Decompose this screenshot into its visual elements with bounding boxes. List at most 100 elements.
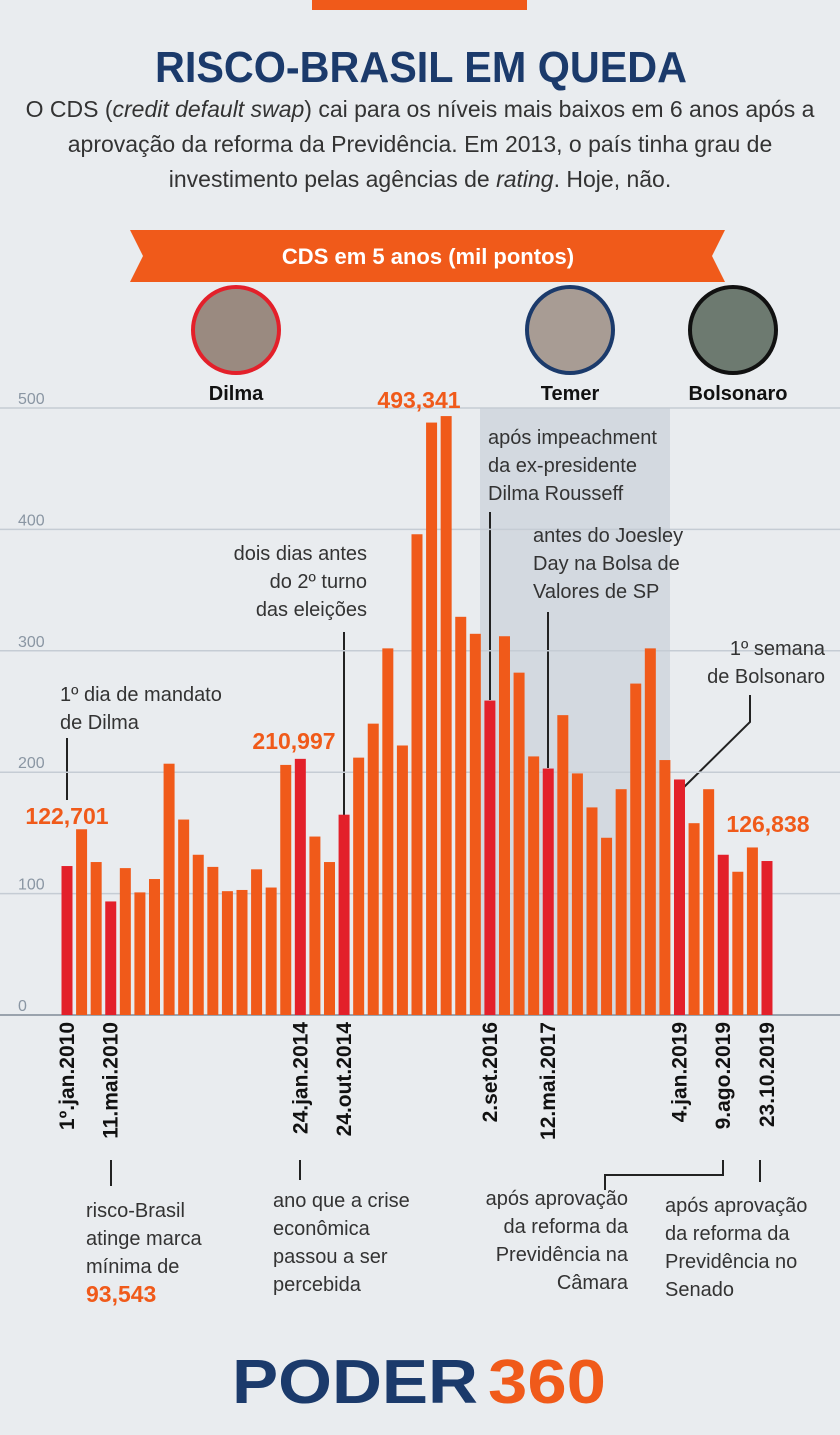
bar: [484, 700, 496, 1015]
annotation: econômica: [273, 1218, 371, 1240]
x-tick-label: 2.set.2016: [479, 1022, 502, 1122]
annotation: das eleições: [256, 599, 367, 621]
bar: [717, 854, 729, 1015]
annotation: ano que a crise: [273, 1190, 410, 1212]
bar: [411, 534, 423, 1015]
bar: [382, 648, 394, 1015]
photo-dilma: [191, 285, 281, 375]
annotation: percebida: [273, 1274, 362, 1296]
logo-main: PODER: [232, 1348, 478, 1417]
bar: [601, 837, 613, 1015]
annotation: da reforma da: [503, 1216, 628, 1238]
x-tick-label: 24.jan.2014: [289, 1022, 312, 1134]
x-tick-label: 23.10.2019: [756, 1022, 779, 1127]
bar: [586, 807, 598, 1015]
annotation: Previdência no: [665, 1251, 797, 1273]
bar: [192, 854, 204, 1015]
y-tick-label: 300: [18, 634, 45, 651]
annotation: da reforma da: [665, 1223, 790, 1245]
value-label: 493,341: [377, 387, 460, 413]
annotation: Previdência na: [496, 1244, 629, 1266]
president-name: Temer: [541, 383, 600, 405]
bar: [251, 869, 263, 1015]
subtitle-part: credit default swap: [112, 96, 305, 122]
annotation: de Bolsonaro: [707, 666, 825, 688]
bar: [659, 760, 671, 1015]
annotation: após impeachment: [488, 427, 657, 449]
y-tick-label: 0: [18, 998, 27, 1015]
bar: [280, 764, 292, 1015]
annotation: 1º dia de mandato: [60, 684, 222, 706]
bar: [615, 789, 627, 1015]
bar: [119, 868, 131, 1015]
bar: [630, 683, 642, 1015]
bar: [338, 814, 350, 1015]
annotation: dois dias antes: [234, 543, 367, 565]
bar: [323, 862, 335, 1015]
bar: [644, 648, 656, 1015]
bar: [163, 763, 175, 1015]
pointers: [66, 512, 761, 1190]
president-name: Bolsonaro: [689, 383, 788, 405]
subtitle-part: . Hoje, não.: [553, 166, 672, 192]
bar: [236, 889, 248, 1015]
annotation: Valores de SP: [533, 581, 659, 603]
annotation: antes do Joesley: [533, 525, 683, 547]
annotation: da ex-presidente: [488, 455, 637, 477]
bar: [148, 879, 160, 1015]
annotation: mínima de: [86, 1256, 179, 1278]
y-tick-label: 400: [18, 512, 45, 529]
value-label: 126,838: [726, 811, 809, 837]
subtitle-part: rating: [496, 166, 554, 192]
bar: [455, 616, 467, 1015]
annotation: após aprovação: [486, 1188, 628, 1210]
bar: [673, 779, 685, 1015]
y-tick-label: 200: [18, 755, 45, 772]
x-tick-label: 9.ago.2019: [712, 1022, 735, 1129]
annotation: do 2º turno: [270, 571, 367, 593]
bar: [688, 823, 700, 1015]
president-name: Dilma: [209, 383, 264, 405]
bar: [513, 672, 525, 1015]
annotation: após aprovação: [665, 1195, 807, 1217]
annotation: de Dilma: [60, 712, 140, 734]
bar: [557, 715, 569, 1015]
bar: [61, 866, 73, 1015]
annotation: passou a ser: [273, 1246, 388, 1268]
x-tick-label: 12.mai.2017: [537, 1022, 560, 1140]
bar: [440, 416, 452, 1016]
chart-title: CDS em 5 anos (mil pontos): [282, 244, 574, 269]
annotation: atinge marca: [86, 1228, 202, 1250]
photo-temer: [525, 285, 615, 375]
top-accent: [312, 0, 527, 10]
x-tick-label: 11.mai.2010: [100, 1022, 123, 1139]
annotation: 1º semana: [730, 638, 826, 660]
bar: [426, 422, 438, 1015]
subtitle-part: ) cai para os níveis mais baixos em 6 an…: [67, 96, 815, 192]
x-tick-label: 1º.jan.2010: [56, 1022, 79, 1130]
y-tick-label: 100: [18, 877, 45, 894]
bar: [528, 756, 540, 1015]
annotation: Senado: [665, 1279, 734, 1301]
bar: [76, 829, 88, 1015]
page-title: RISCO-BRASIL EM QUEDA: [155, 43, 687, 92]
photo-bolsonaro: [688, 285, 778, 375]
bar: [221, 891, 233, 1015]
bar: [134, 892, 146, 1015]
annotation: risco-Brasil: [86, 1200, 185, 1222]
bar: [571, 773, 583, 1015]
annotation: Day na Bolsa de: [533, 553, 680, 575]
annotation: Câmara: [557, 1272, 629, 1294]
bar: [746, 847, 758, 1015]
bar: [207, 866, 219, 1015]
bar: [265, 887, 277, 1015]
bar: [542, 768, 554, 1015]
bar: [178, 819, 190, 1015]
bar: [469, 633, 481, 1015]
value-label: 93,543: [86, 1281, 156, 1307]
bar: [294, 758, 306, 1015]
bar: [761, 861, 773, 1015]
bar: [498, 636, 510, 1015]
